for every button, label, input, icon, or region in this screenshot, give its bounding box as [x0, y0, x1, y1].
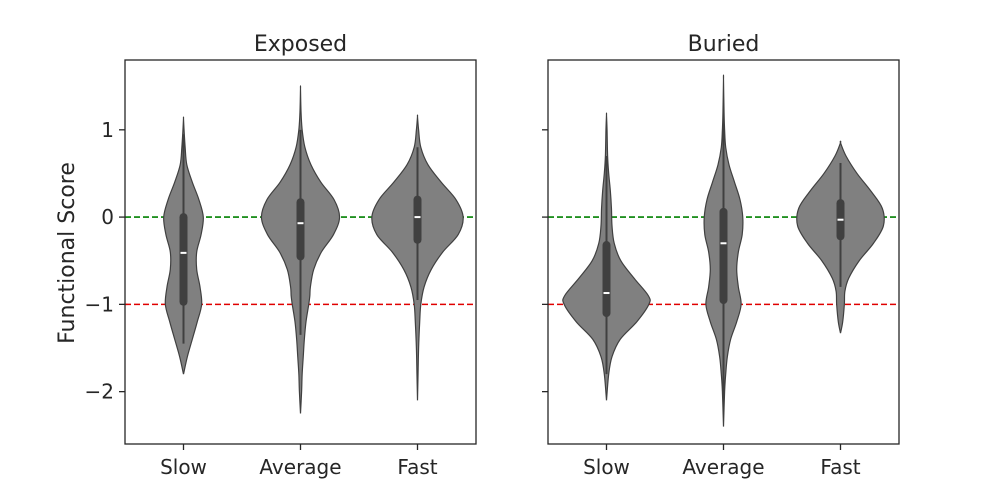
panel-title-exposed: Exposed — [254, 32, 347, 57]
x-tick-label: Average — [682, 455, 764, 479]
x-tick-label: Average — [259, 455, 341, 479]
y-tick-label: 0 — [101, 205, 114, 229]
x-tick-label: Slow — [160, 455, 207, 479]
y-axis-label: Functional Score — [55, 162, 80, 344]
panel-buried: Buried Slow Average Fast — [542, 32, 900, 479]
x-tick-label: Fast — [397, 455, 437, 479]
y-tick-label: 1 — [101, 118, 114, 142]
y-tick-label: −2 — [85, 380, 114, 404]
panel-title-buried: Buried — [688, 32, 760, 57]
y-tick-label: −1 — [85, 292, 114, 316]
x-tick-label: Fast — [820, 455, 860, 479]
x-tick-label: Slow — [583, 455, 630, 479]
panel-exposed: Exposed 1 0 −1 −2 Slow Average Fast — [85, 32, 477, 479]
